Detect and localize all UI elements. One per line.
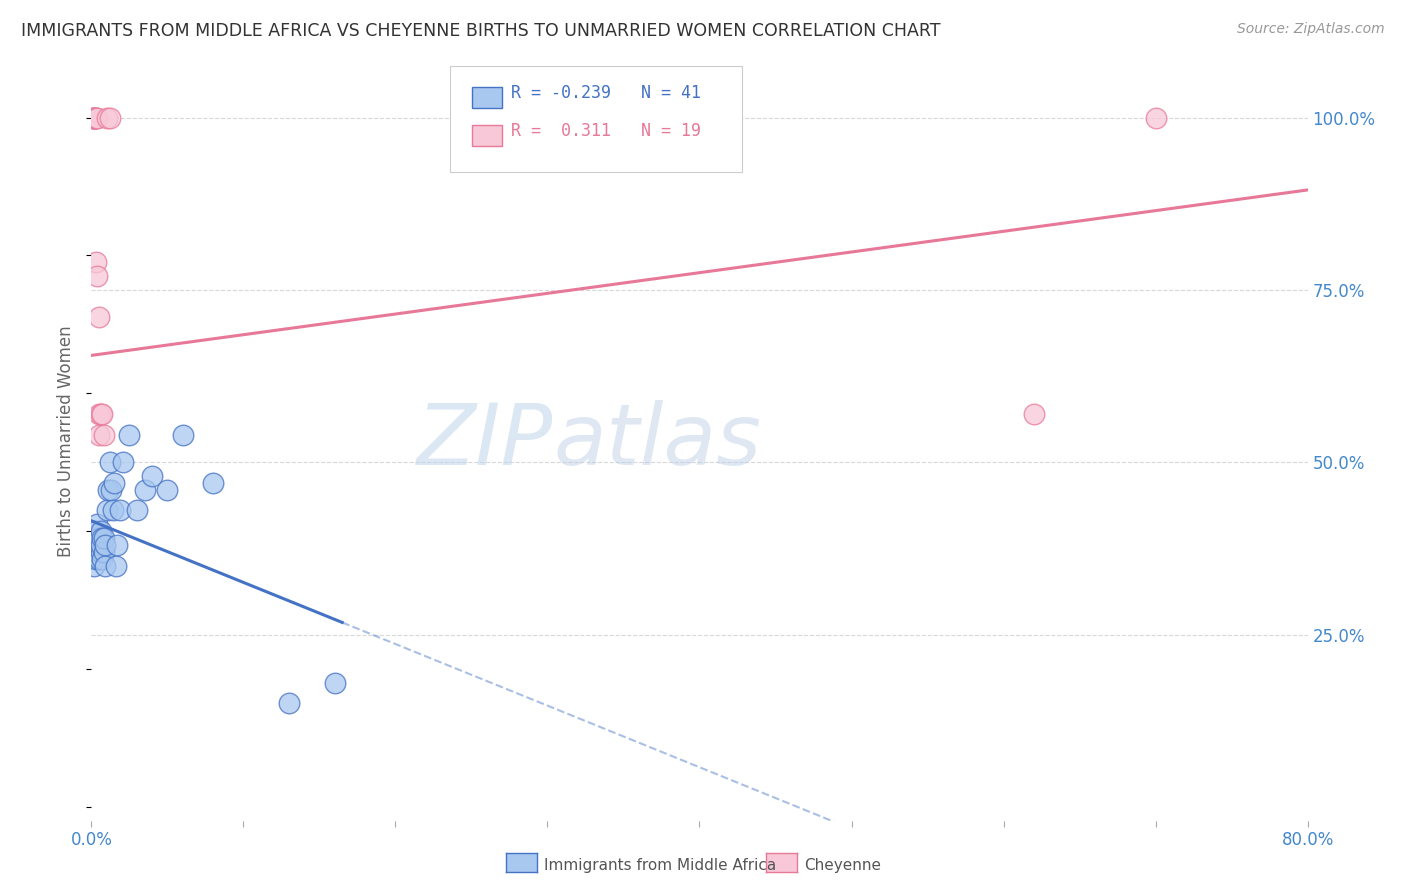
Point bbox=[87, 427, 110, 442]
Point bbox=[278, 697, 301, 711]
Text: IMMIGRANTS FROM MIDDLE AFRICA VS CHEYENNE BIRTHS TO UNMARRIED WOMEN CORRELATION : IMMIGRANTS FROM MIDDLE AFRICA VS CHEYENN… bbox=[21, 22, 941, 40]
Point bbox=[84, 111, 107, 125]
Point bbox=[89, 545, 111, 559]
Point bbox=[82, 524, 104, 538]
Point bbox=[323, 675, 346, 690]
Point bbox=[82, 111, 104, 125]
Point bbox=[83, 545, 105, 559]
Point bbox=[84, 524, 107, 538]
Point bbox=[98, 111, 121, 125]
Point bbox=[97, 483, 120, 497]
Point bbox=[82, 538, 104, 552]
Point bbox=[87, 407, 110, 421]
Point bbox=[94, 558, 117, 573]
Y-axis label: Births to Unmarried Women: Births to Unmarried Women bbox=[58, 326, 76, 558]
Point bbox=[125, 503, 148, 517]
Point bbox=[118, 427, 141, 442]
FancyBboxPatch shape bbox=[472, 87, 502, 108]
Point bbox=[172, 427, 194, 442]
Point bbox=[87, 531, 110, 545]
Point bbox=[112, 455, 135, 469]
Point bbox=[202, 475, 225, 490]
Point bbox=[134, 483, 156, 497]
Point bbox=[87, 538, 110, 552]
Point bbox=[100, 483, 122, 497]
Point bbox=[89, 407, 111, 421]
Point bbox=[98, 455, 121, 469]
Point bbox=[83, 111, 105, 125]
Point bbox=[91, 531, 114, 545]
Point bbox=[84, 255, 107, 269]
Point bbox=[86, 531, 108, 545]
Point bbox=[87, 551, 110, 566]
Point bbox=[93, 427, 115, 442]
Point bbox=[110, 503, 132, 517]
Point bbox=[83, 558, 105, 573]
Point bbox=[84, 111, 107, 125]
Point bbox=[83, 111, 105, 125]
FancyBboxPatch shape bbox=[472, 125, 502, 145]
Text: ZIP: ZIP bbox=[418, 400, 554, 483]
Point bbox=[94, 538, 117, 552]
Point bbox=[82, 111, 104, 125]
Point bbox=[89, 524, 111, 538]
Text: R = -0.239   N = 41: R = -0.239 N = 41 bbox=[510, 84, 702, 102]
Text: Immigrants from Middle Africa: Immigrants from Middle Africa bbox=[544, 858, 776, 872]
Point bbox=[105, 538, 128, 552]
Point bbox=[89, 538, 111, 552]
Text: R =  0.311   N = 19: R = 0.311 N = 19 bbox=[510, 121, 702, 140]
Point bbox=[87, 310, 110, 325]
Point bbox=[86, 269, 108, 284]
Point bbox=[96, 111, 118, 125]
Point bbox=[156, 483, 179, 497]
Point bbox=[93, 531, 115, 545]
Point bbox=[141, 469, 163, 483]
Point bbox=[96, 503, 118, 517]
Text: Source: ZipAtlas.com: Source: ZipAtlas.com bbox=[1237, 22, 1385, 37]
Point bbox=[91, 551, 114, 566]
Point bbox=[1144, 111, 1167, 125]
Point bbox=[84, 551, 107, 566]
Point bbox=[104, 558, 127, 573]
Point bbox=[103, 475, 125, 490]
Text: atlas: atlas bbox=[554, 400, 762, 483]
Point bbox=[101, 503, 124, 517]
Point bbox=[84, 538, 107, 552]
FancyBboxPatch shape bbox=[450, 66, 742, 172]
Point bbox=[1022, 407, 1045, 421]
Point bbox=[86, 545, 108, 559]
Text: Cheyenne: Cheyenne bbox=[804, 858, 882, 872]
Point bbox=[86, 517, 108, 532]
Point bbox=[86, 111, 108, 125]
Point bbox=[91, 407, 114, 421]
Point bbox=[93, 545, 115, 559]
